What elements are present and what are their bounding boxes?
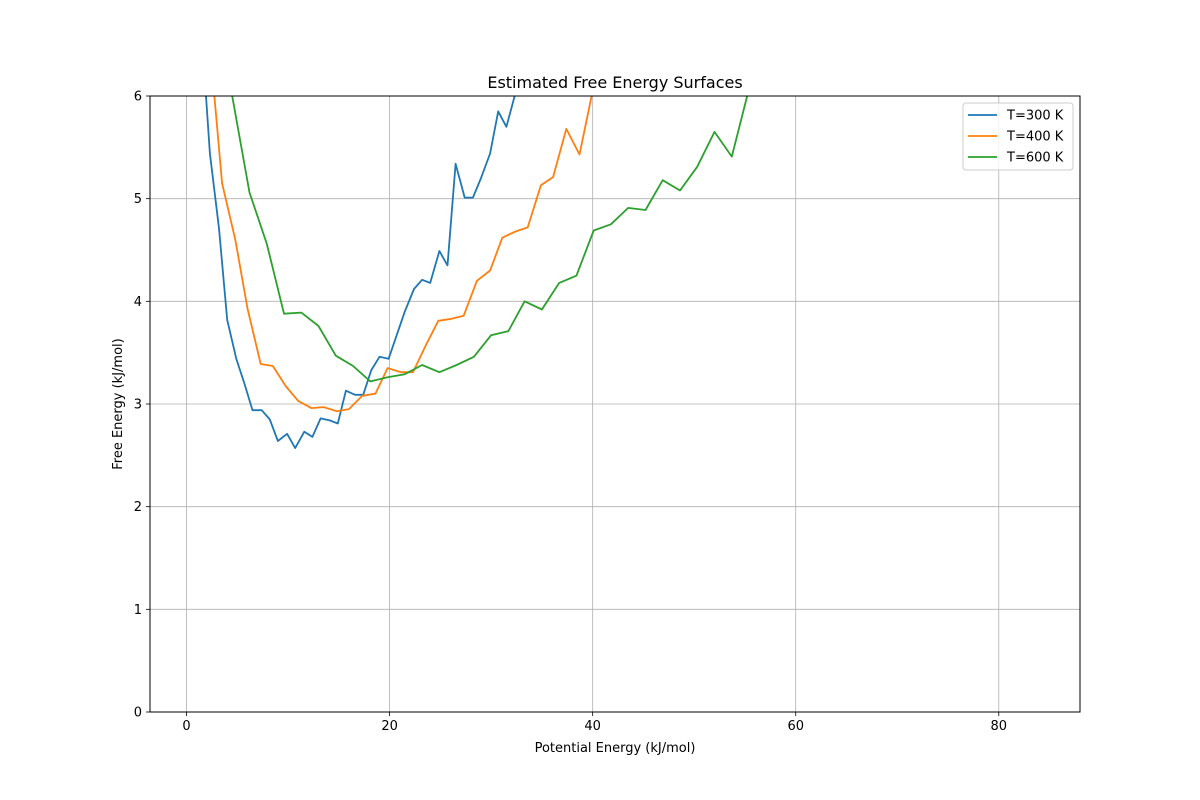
axis-ticks: 0 20 40 60 80 0 1 2 3 4 5 6	[134, 90, 1007, 735]
series-layer	[205, 96, 749, 450]
chart-title: Estimated Free Energy Surfaces	[487, 73, 742, 92]
y-tick-label: 3	[134, 398, 142, 413]
y-tick-label: 2	[134, 500, 142, 515]
series-line-3	[231, 96, 749, 383]
x-tick-label: 40	[584, 719, 601, 734]
y-tick-label: 1	[134, 603, 142, 618]
y-tick-label: 0	[134, 706, 142, 721]
legend-label-1: T=300 K	[1006, 109, 1064, 124]
x-tick-label: 60	[787, 719, 804, 734]
y-tick-label: 4	[134, 295, 142, 310]
x-tick-label: 0	[182, 719, 190, 734]
x-tick-label: 80	[991, 719, 1008, 734]
x-axis-label: Potential Energy (kJ/mol)	[535, 741, 696, 756]
y-axis-label: Free Energy (kJ/mol)	[111, 338, 126, 469]
legend-box	[962, 102, 1074, 171]
y-tick-label: 5	[134, 192, 142, 207]
legend-label-3: T=600 K	[1006, 151, 1064, 166]
x-tick-label: 20	[381, 719, 398, 734]
legend-label-2: T=400 K	[1006, 130, 1064, 145]
y-tick-label: 6	[134, 90, 142, 105]
legend: T=300 K T=400 K T=600 K	[962, 102, 1074, 171]
